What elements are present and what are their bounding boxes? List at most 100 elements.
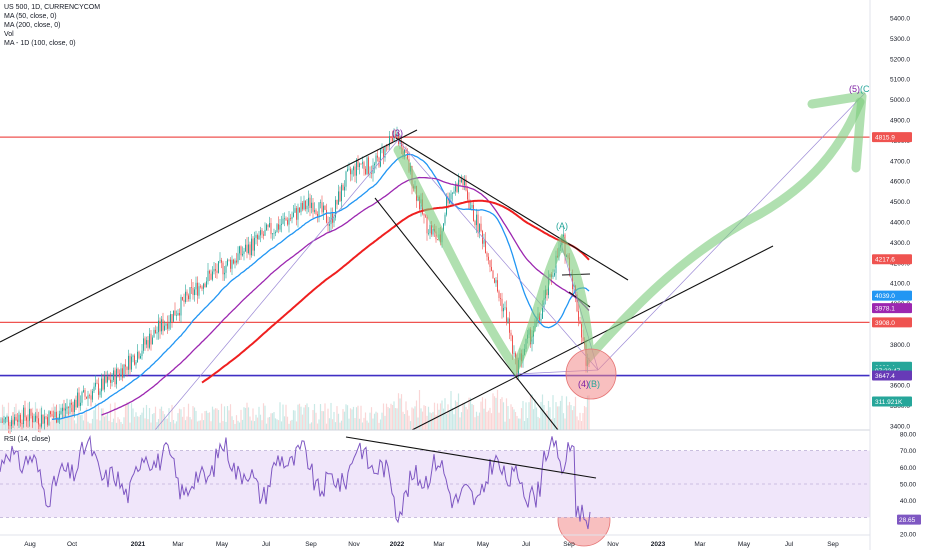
volume-bar	[160, 406, 163, 430]
volume-bar	[475, 411, 478, 430]
candle-body	[344, 186, 345, 191]
volume-bar	[571, 410, 574, 430]
candle-body	[215, 269, 216, 271]
volume-bar	[249, 416, 251, 430]
volume-bar	[24, 414, 26, 430]
candle-body	[267, 224, 269, 227]
volume-bar	[289, 420, 292, 430]
volume-bar	[76, 415, 79, 430]
volume-bar	[295, 421, 298, 430]
time-tick-label: Oct	[67, 541, 77, 548]
volume-bar	[127, 403, 130, 430]
volume-bar	[130, 403, 133, 430]
candle-body	[263, 234, 264, 236]
volume-bar	[496, 389, 499, 430]
candle-body	[476, 214, 477, 226]
volume-bar	[181, 416, 184, 430]
volume-bar	[144, 418, 146, 430]
candle-body	[272, 233, 273, 235]
time-axis[interactable]: Aug Oct 2021 Mar May Jul Sep Nov 2022 Mar May Jul Se…	[0, 534, 870, 548]
volume-bar	[334, 422, 337, 430]
volume-bar	[241, 419, 244, 430]
candle-body	[486, 253, 488, 257]
candle-body	[456, 184, 458, 192]
candle-body	[146, 340, 147, 345]
candle-body	[501, 298, 503, 312]
rsi-tick-label: 40.00	[900, 498, 917, 505]
candle-body	[246, 244, 248, 254]
candle-body	[168, 322, 170, 329]
volume-bar	[169, 421, 172, 430]
volume-bar	[96, 419, 98, 430]
candle-body	[126, 366, 128, 370]
candle-body	[309, 197, 311, 209]
candle-body	[329, 224, 330, 226]
candle-body	[99, 391, 101, 395]
volume-bar	[486, 411, 488, 430]
volume-bar	[63, 414, 65, 430]
candle-body	[575, 285, 576, 295]
candle-body	[563, 234, 564, 237]
volume-bar	[163, 414, 166, 430]
volume-bar	[355, 407, 358, 430]
volume-bar	[580, 421, 583, 430]
volume-bar	[330, 402, 332, 430]
candle-body	[552, 275, 554, 278]
candle-body	[29, 408, 30, 421]
volume-bar	[291, 419, 293, 430]
volume-bar	[124, 404, 127, 430]
candle-body	[69, 402, 71, 408]
candle-body	[0, 421, 2, 423]
volume-bar	[85, 407, 88, 430]
candle-body	[189, 287, 191, 300]
volume-bar	[402, 411, 404, 430]
candle-body	[462, 179, 464, 186]
moving-averages	[51, 153, 590, 420]
volume-bar	[195, 410, 197, 430]
volume-bar	[193, 407, 196, 430]
volume-bar	[348, 418, 350, 430]
candle-body	[162, 319, 164, 331]
volume-bar	[217, 409, 220, 430]
volume-bar	[562, 413, 565, 430]
price-tick-label: 4900.0	[890, 118, 910, 125]
price-tick-label: 4100.0	[890, 281, 910, 288]
price-badge-label: 3908.0	[875, 320, 895, 327]
time-tick-label: May	[216, 541, 229, 548]
candle-body	[131, 356, 132, 370]
rsi-trendline	[345, 436, 597, 479]
candle-body	[231, 259, 233, 269]
volume-bar	[102, 408, 104, 430]
volume-bar	[258, 406, 260, 430]
volume-bar	[264, 405, 266, 430]
candle-body	[353, 166, 354, 171]
volume-bar	[430, 413, 433, 430]
candle-body	[389, 136, 390, 147]
ma200-line	[201, 199, 590, 384]
volume-bar	[214, 408, 217, 430]
price-badge-label: 3978.1	[875, 306, 895, 313]
candle-body	[303, 200, 305, 210]
volume-bar	[186, 416, 188, 430]
volume-bar	[316, 423, 319, 430]
price-axis[interactable]: 3400.03500.03600.03700.03800.03900.04000…	[869, 0, 932, 550]
volume-bar	[424, 405, 427, 430]
candle-body	[48, 411, 50, 425]
volume-bar	[261, 420, 263, 430]
volume-bar	[532, 409, 535, 430]
volume-bar	[573, 406, 575, 430]
volume-bar	[243, 407, 245, 430]
volume-bar	[378, 422, 380, 430]
candle-body	[104, 376, 105, 390]
rsi-pane[interactable]	[0, 435, 870, 530]
volume-bar	[240, 409, 242, 430]
candle-body	[186, 291, 188, 296]
candle-body	[216, 270, 218, 273]
candle-body	[581, 324, 582, 338]
candle-body	[341, 184, 342, 202]
candle-body	[320, 202, 321, 204]
price-pane[interactable]: (3) (A) (4) (B) (5) (C)	[0, 84, 873, 547]
volume-bar	[274, 418, 277, 430]
candle-body	[317, 214, 318, 217]
